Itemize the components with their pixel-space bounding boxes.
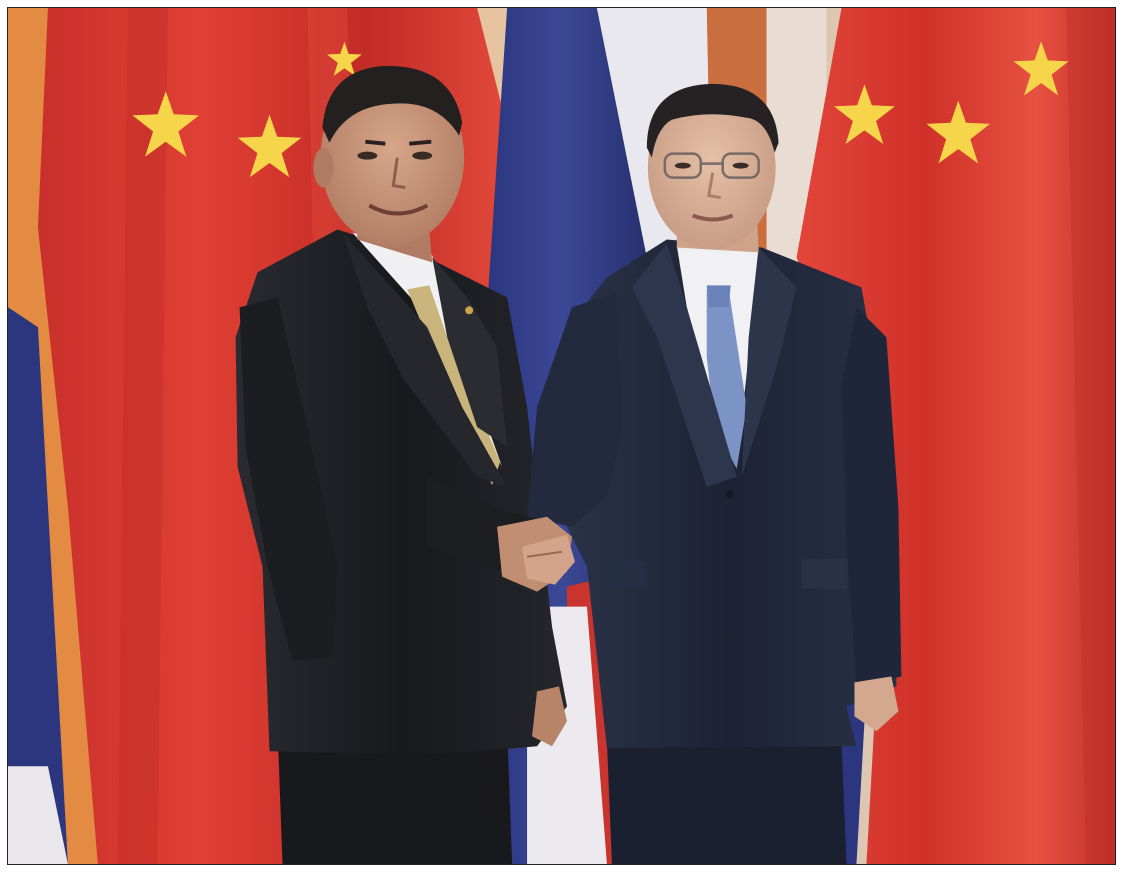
- photo-scene: [8, 8, 1115, 864]
- photograph: [7, 7, 1116, 865]
